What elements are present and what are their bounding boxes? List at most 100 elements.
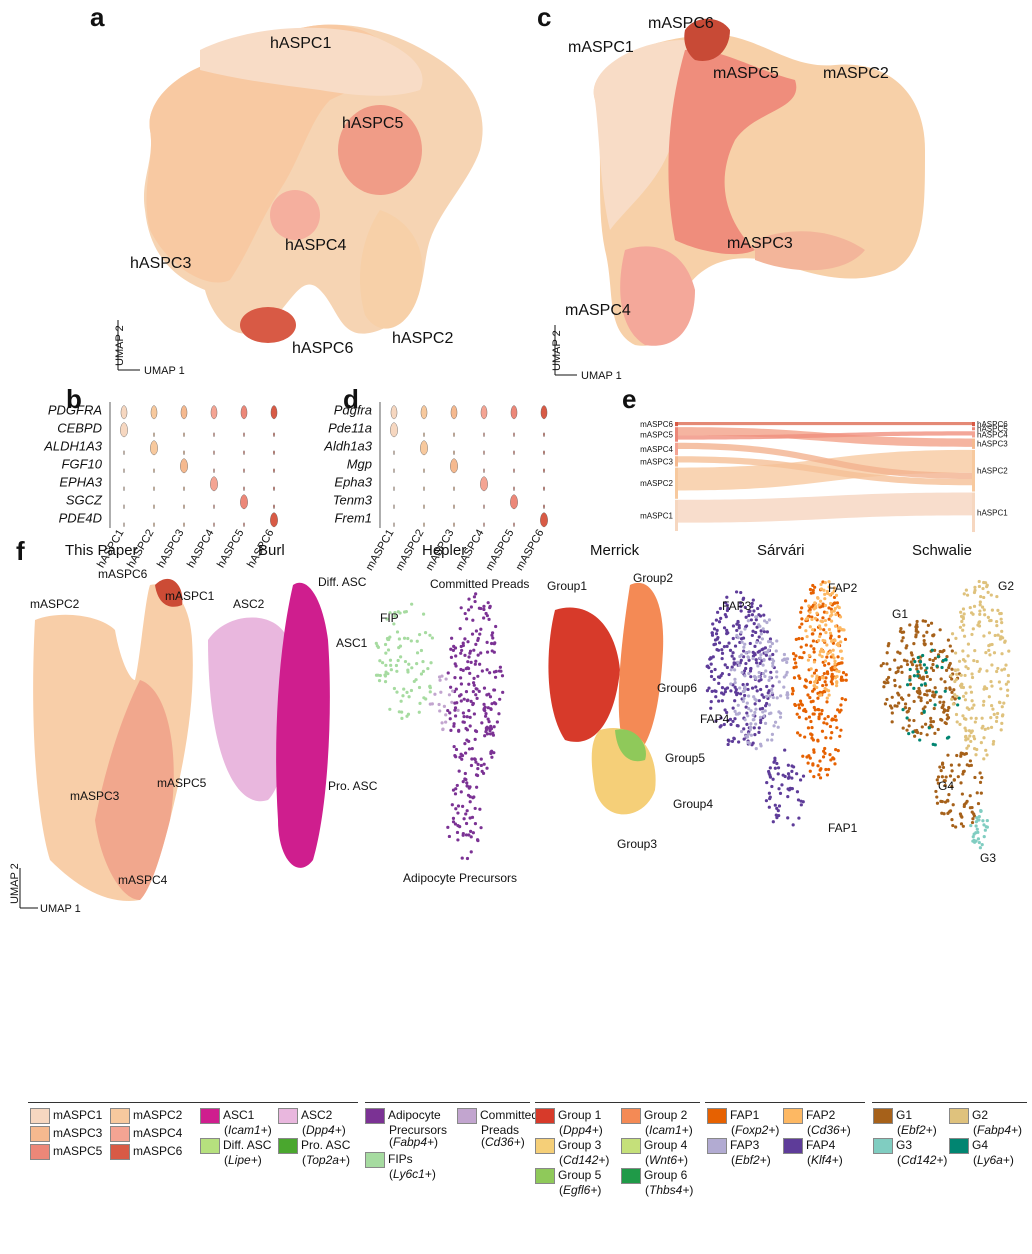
scatter-point xyxy=(732,737,736,741)
scatter-point xyxy=(936,655,940,659)
scatter-point xyxy=(812,705,816,710)
scatter-point xyxy=(830,668,834,672)
umap-label: Group2 xyxy=(633,571,673,585)
scatter-point xyxy=(459,790,463,794)
scatter-point xyxy=(758,661,762,665)
scatter-point xyxy=(811,588,815,592)
scatter-point xyxy=(464,690,469,694)
scatter-point xyxy=(374,641,378,645)
scatter-point xyxy=(975,747,979,752)
scatter-point xyxy=(975,816,979,820)
scatter-point xyxy=(970,729,974,733)
violin xyxy=(513,522,515,528)
scatter-point xyxy=(466,660,470,664)
scatter-point xyxy=(467,597,471,601)
scatter-point xyxy=(459,676,463,680)
legend-marker: Egfl6+ xyxy=(563,1183,598,1197)
umap-label: mASPC3 xyxy=(70,789,120,803)
scatter-point xyxy=(832,757,836,761)
scatter-point xyxy=(809,667,813,671)
scatter-point xyxy=(397,637,401,641)
scatter-point xyxy=(720,651,725,655)
legend-label: Group 6 xyxy=(644,1168,688,1183)
scatter-point xyxy=(837,629,841,633)
scatter-point xyxy=(836,644,841,648)
scatter-point xyxy=(824,683,828,687)
scatter-point xyxy=(916,691,920,695)
scatter-point xyxy=(807,715,812,719)
sankey-label-right: hASPC4 xyxy=(977,430,1008,439)
scatter-point xyxy=(764,799,769,803)
scatter-point xyxy=(415,662,419,666)
scatter-point xyxy=(486,601,490,605)
scatter-point xyxy=(895,704,899,708)
scatter-point xyxy=(822,610,827,614)
scatter-point xyxy=(467,786,471,790)
scatter-point xyxy=(468,724,472,728)
legend-rule xyxy=(535,1102,700,1103)
scatter-point xyxy=(479,757,483,761)
scatter-point xyxy=(467,747,472,751)
scatter-point xyxy=(991,707,995,711)
scatter-point xyxy=(463,653,467,657)
scatter-point xyxy=(968,759,973,763)
scatter-point xyxy=(981,703,986,707)
scatter-point xyxy=(733,668,737,672)
legend-label: mASPC2 xyxy=(133,1108,183,1123)
scatter-point xyxy=(388,635,392,639)
scatter-point xyxy=(476,674,480,678)
scatter-point xyxy=(465,698,469,703)
scatter-point xyxy=(746,732,751,736)
scatter-point xyxy=(718,606,723,611)
scatter-point xyxy=(810,674,814,678)
scatter-point xyxy=(825,722,829,726)
scatter-point xyxy=(797,816,801,820)
scatter-point xyxy=(976,837,981,841)
sankey-node-left xyxy=(675,422,678,427)
scatter-point xyxy=(957,696,961,700)
scatter-point xyxy=(747,650,751,654)
scatter-point xyxy=(985,825,989,829)
scatter-point xyxy=(814,604,818,609)
scatter-point xyxy=(984,748,988,752)
scatter-point xyxy=(776,772,780,776)
scatter-point xyxy=(964,665,968,669)
violin xyxy=(150,440,158,456)
scatter-point xyxy=(969,716,973,720)
scatter-point xyxy=(791,689,795,693)
scatter-point xyxy=(729,682,733,686)
violin xyxy=(273,504,275,510)
umap-label: G1 xyxy=(892,607,908,621)
violin xyxy=(483,504,485,510)
scatter-point xyxy=(970,672,974,676)
scatter-point xyxy=(777,710,781,714)
scatter-point xyxy=(977,840,981,845)
scatter-point xyxy=(442,704,447,708)
scatter-point xyxy=(942,700,946,704)
scatter-point xyxy=(929,642,933,646)
scatter-point xyxy=(815,674,819,678)
umap-label: G4 xyxy=(938,779,954,793)
scatter-point xyxy=(933,686,937,690)
scatter-point xyxy=(948,774,953,778)
scatter-point xyxy=(719,724,723,728)
scatter-point xyxy=(990,684,994,688)
swatch xyxy=(621,1108,641,1124)
scatter-point xyxy=(815,685,819,690)
scatter-point xyxy=(962,634,967,638)
scatter-point xyxy=(969,611,974,615)
legend-label: Adipocyte xyxy=(388,1108,441,1123)
scatter-point xyxy=(980,605,985,609)
scatter-point xyxy=(945,713,949,717)
sankey-flow xyxy=(678,456,972,486)
scatter-point xyxy=(484,729,488,734)
violin xyxy=(243,486,245,492)
scatter-point xyxy=(759,687,763,692)
scatter-point xyxy=(964,691,968,695)
scatter-point xyxy=(935,664,939,668)
swatch xyxy=(949,1138,969,1154)
scatter-point xyxy=(751,741,755,745)
scatter-point xyxy=(797,706,802,710)
scatter-point xyxy=(804,709,808,714)
scatter-point xyxy=(745,722,749,727)
